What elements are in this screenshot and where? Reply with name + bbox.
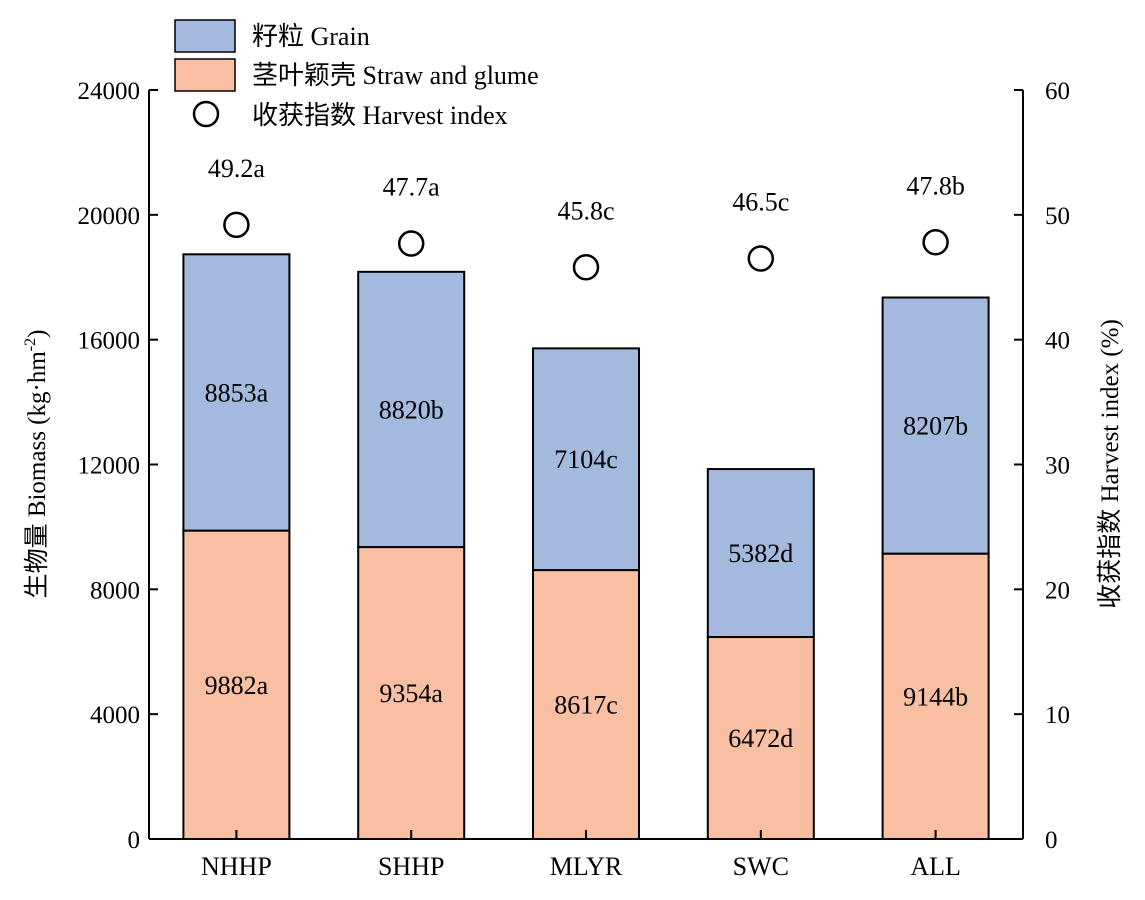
ticks-layer: 0 4000 8000 12000 16000 20000 24000 0 10 20 30 40 50…	[78, 78, 1071, 881]
bars-layer: 9882a 8853a 9354a 8820b 8617c 7104c 6472d 5382d…	[182, 253, 990, 841]
y-axis-right-title: 收获指数 Harvest index (%)	[1096, 319, 1124, 609]
harvest-index-point-nhhp	[223, 211, 250, 239]
bar-straw-mlyr	[532, 569, 640, 841]
legend: 籽粒 Grain 茎叶颖壳 Straw and glume 收获指数 Harve…	[174, 19, 539, 130]
harvest-index-label-shhp: 47.7a	[383, 173, 441, 202]
bar-label-straw-swc: 6472d	[728, 724, 793, 753]
harvest-index-label-all: 47.8b	[906, 171, 965, 200]
bar-grain-shhp	[357, 270, 466, 549]
y-right-tick-label-40: 40	[1045, 328, 1070, 355]
legend-swatch-grain	[174, 19, 236, 53]
y-axis-left-title: 生物量 Biomass (kg·hm-2)	[22, 330, 51, 599]
y-left-tick-label-20000: 20000	[78, 203, 141, 230]
bar-label-grain-swc: 5382d	[728, 539, 793, 568]
legend-swatch-straw	[174, 58, 236, 92]
y-left-tick-label-12000: 12000	[78, 453, 141, 480]
bar-grain-nhhp	[182, 253, 291, 532]
harvest-index-layer: 49.2a 47.7a 45.8c 46.5c 47.8b	[208, 154, 965, 281]
x-tick-label-swc: SWC	[733, 852, 789, 881]
y-left-tick-label-0: 0	[128, 827, 141, 854]
bar-label-grain-shhp: 8820b	[379, 395, 444, 424]
y-axis-left-title-end: )	[24, 330, 51, 338]
harvest-index-point-shhp	[397, 230, 425, 257]
harvest-index-point-all	[922, 229, 949, 256]
legend-marker-harvest-index	[192, 100, 220, 128]
harvest-index-label-nhhp: 49.2a	[208, 154, 266, 183]
y-axis-left-title-sup: -2	[22, 338, 39, 351]
bar-label-straw-nhhp: 9882a	[205, 671, 269, 700]
harvest-index-label-swc: 46.5c	[732, 188, 789, 217]
x-tick-label-mlyr: MLYR	[550, 852, 623, 881]
y-right-tick-label-30: 30	[1045, 453, 1070, 480]
y-right-tick-label-50: 50	[1045, 203, 1070, 230]
bar-label-grain-mlyr: 7104c	[554, 445, 618, 474]
legend-label-grain: 籽粒 Grain	[252, 22, 370, 51]
bar-label-straw-shhp: 9354a	[379, 679, 443, 708]
bar-grain-swc	[706, 468, 815, 639]
y-right-tick-label-20: 20	[1045, 577, 1070, 604]
bar-straw-nhhp	[182, 529, 291, 840]
harvest-index-label-mlyr: 45.8c	[557, 196, 614, 225]
y-left-tick-label-24000: 24000	[78, 78, 141, 105]
bar-label-grain-all: 8207b	[903, 412, 968, 441]
y-left-tick-label-4000: 4000	[90, 702, 140, 729]
harvest-index-point-mlyr	[572, 254, 600, 281]
bar-label-grain-nhhp: 8853a	[205, 378, 269, 407]
y-left-tick-label-8000: 8000	[90, 577, 140, 604]
bar-label-straw-mlyr: 8617c	[554, 691, 618, 720]
x-tick-label-all: ALL	[910, 852, 961, 881]
bar-grain-mlyr	[532, 347, 640, 572]
y-left-tick-label-16000: 16000	[78, 328, 141, 355]
y-right-tick-label-0: 0	[1045, 827, 1058, 854]
y-right-tick-label-10: 10	[1045, 702, 1070, 729]
x-tick-label-nhhp: NHHP	[201, 852, 272, 881]
y-right-tick-label-60: 60	[1045, 78, 1070, 105]
harvest-index-point-swc	[747, 245, 775, 272]
x-tick-label-shhp: SHHP	[378, 852, 444, 881]
bar-label-straw-all: 9144b	[903, 682, 968, 711]
y-axis-left-title-main: 生物量 Biomass (kg·hm	[23, 351, 51, 599]
bar-grain-all	[881, 296, 990, 555]
legend-label-harvest-index: 收获指数 Harvest index	[252, 101, 508, 130]
legend-label-straw: 茎叶颖壳 Straw and glume	[252, 61, 539, 90]
